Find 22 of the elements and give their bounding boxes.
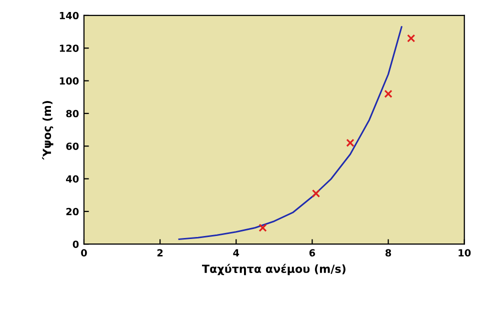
y-tick-label: 100 bbox=[60, 77, 79, 85]
x-tick-label: 6 bbox=[309, 249, 316, 256]
x-axis-title: Ταχύτητα ανέμου (m/s) bbox=[202, 264, 346, 276]
y-tick-label: 0 bbox=[72, 240, 79, 248]
point bbox=[346, 138, 354, 147]
point bbox=[384, 90, 392, 98]
y-tick-label: 140 bbox=[60, 12, 79, 20]
y-tick-label: 60 bbox=[66, 142, 79, 150]
y-tick-label: 80 bbox=[66, 110, 79, 118]
point bbox=[407, 34, 416, 42]
x-tick-label: 8 bbox=[385, 249, 392, 256]
x-tick-label: 2 bbox=[157, 249, 163, 256]
line-series bbox=[178, 26, 402, 240]
y-tick-label: 120 bbox=[60, 44, 79, 52]
x-tick-label: 10 bbox=[458, 249, 471, 256]
x-tick-label: 4 bbox=[233, 249, 240, 256]
y-axis-title: Ύψος (m) bbox=[42, 100, 54, 160]
y-tick-label: 20 bbox=[66, 208, 79, 216]
point bbox=[312, 189, 320, 198]
x-tick-label: 0 bbox=[81, 249, 87, 256]
y-tick-label: 40 bbox=[66, 175, 79, 183]
point bbox=[258, 224, 267, 232]
